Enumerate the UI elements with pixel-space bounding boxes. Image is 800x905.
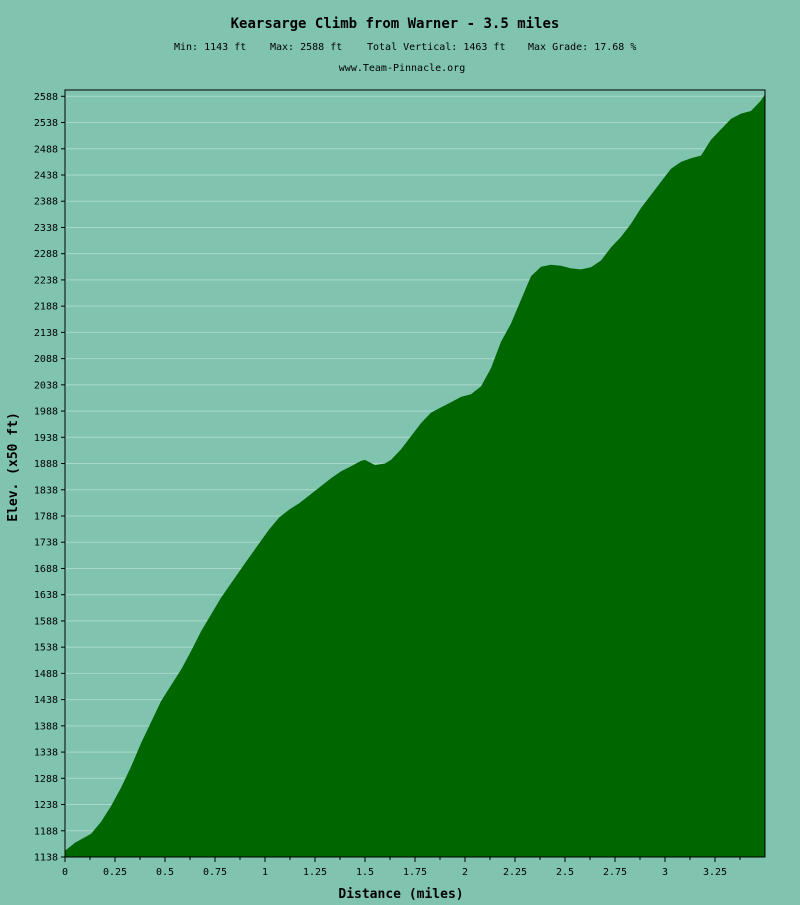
x-tick-label: 1 [262, 867, 268, 878]
y-tick-label: 2438 [34, 170, 58, 181]
y-tick-label: 1588 [34, 616, 58, 627]
y-tick-label: 1488 [34, 669, 58, 680]
y-tick-label: 2138 [34, 328, 58, 339]
y-tick-label: 1188 [34, 826, 58, 837]
source-url: www.Team-Pinnacle.org [339, 63, 465, 74]
x-tick-label: 1.25 [303, 867, 327, 878]
x-tick-label: 0.75 [203, 867, 227, 878]
y-tick-label: 2338 [34, 223, 58, 234]
y-tick-label: 1888 [34, 459, 58, 470]
x-tick-label: 3 [662, 867, 668, 878]
y-tick-label: 1738 [34, 538, 58, 549]
y-tick-label: 2188 [34, 302, 58, 313]
y-tick-label: 1388 [34, 721, 58, 732]
y-tick-label: 2388 [34, 197, 58, 208]
y-tick-label: 1438 [34, 695, 58, 706]
max-grade-stat: Max Grade: 17.68 % [528, 42, 636, 53]
y-tick-label: 1988 [34, 407, 58, 418]
y-tick-label: 1288 [34, 774, 58, 785]
x-tick-label: 3.25 [703, 867, 727, 878]
x-axis-label: Distance (miles) [338, 887, 463, 902]
x-tick-label: 0.5 [156, 867, 174, 878]
y-tick-label: 1638 [34, 590, 58, 601]
y-tick-label: 1538 [34, 643, 58, 654]
y-tick-label: 2038 [34, 380, 58, 391]
y-tick-label: 1138 [34, 853, 58, 864]
y-tick-label: 2238 [34, 275, 58, 286]
y-tick-label: 1838 [34, 485, 58, 496]
y-tick-label: 2588 [34, 92, 58, 103]
y-tick-label: 1788 [34, 511, 58, 522]
y-axis-label: Elev. (x50 ft) [6, 412, 21, 522]
y-tick-label: 2288 [34, 249, 58, 260]
y-tick-label: 2088 [34, 354, 58, 365]
x-tick-label: 2.25 [503, 867, 527, 878]
x-tick-label: 2.75 [603, 867, 627, 878]
y-tick-label: 1338 [34, 748, 58, 759]
y-tick-label: 2538 [34, 118, 58, 129]
max-elevation-stat: Max: 2588 ft [270, 42, 342, 53]
y-axis: 1138 1188 1238 1288 1338 1388 1438 1488 1538 1588… [34, 92, 65, 864]
x-tick-label: 2.5 [556, 867, 574, 878]
y-tick-label: 2488 [34, 144, 58, 155]
elevation-area [65, 94, 765, 857]
x-tick-label: 1.75 [403, 867, 427, 878]
y-tick-label: 1238 [34, 800, 58, 811]
x-tick-label: 1.5 [356, 867, 374, 878]
min-elevation-stat: Min: 1143 ft [174, 42, 246, 53]
total-vertical-stat: Total Vertical: 1463 ft [367, 42, 505, 53]
x-tick-label: 0.25 [103, 867, 127, 878]
x-tick-label: 0 [62, 867, 68, 878]
y-tick-label: 1688 [34, 564, 58, 575]
x-axis: 0 0.25 0.5 0.75 1 1.25 1.5 1.75 2 2.25 2.5 2.75 3 3.2… [62, 857, 741, 878]
y-tick-label: 1938 [34, 433, 58, 444]
chart-title: Kearsarge Climb from Warner - 3.5 miles [231, 16, 560, 32]
x-tick-label: 2 [462, 867, 468, 878]
